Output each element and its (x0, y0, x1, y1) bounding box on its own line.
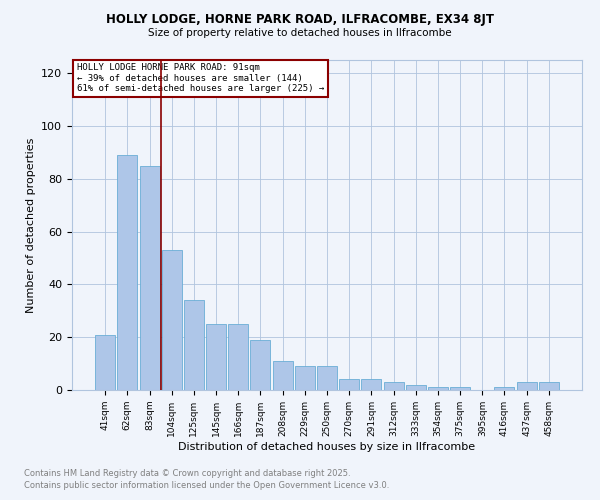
Bar (206, 324, 226, 390)
Text: Contains HM Land Registry data © Crown copyright and database right 2025.: Contains HM Land Registry data © Crown c… (24, 468, 350, 477)
Y-axis label: Number of detached properties: Number of detached properties (26, 138, 35, 312)
Text: Contains public sector information licensed under the Open Government Licence v3: Contains public sector information licen… (24, 481, 389, 490)
Bar (184, 300, 204, 390)
Bar (95, 334, 115, 390)
Bar (228, 324, 248, 390)
Bar (361, 380, 382, 390)
Bar (539, 382, 559, 390)
Bar (162, 250, 182, 390)
Bar (428, 388, 448, 390)
X-axis label: Distribution of detached houses by size in Ilfracombe: Distribution of detached houses by size … (178, 442, 476, 452)
Bar (450, 388, 470, 390)
Bar (406, 384, 426, 390)
Bar (140, 166, 160, 390)
Text: HOLLY LODGE, HORNE PARK ROAD, ILFRACOMBE, EX34 8JT: HOLLY LODGE, HORNE PARK ROAD, ILFRACOMBE… (106, 12, 494, 26)
Bar (118, 155, 137, 390)
Bar (295, 366, 315, 390)
Bar (250, 340, 271, 390)
Text: HOLLY LODGE HORNE PARK ROAD: 91sqm
← 39% of detached houses are smaller (144)
61: HOLLY LODGE HORNE PARK ROAD: 91sqm ← 39%… (77, 64, 325, 93)
Bar (494, 388, 514, 390)
Bar (383, 382, 404, 390)
Bar (339, 380, 359, 390)
Bar (272, 361, 293, 390)
Text: Size of property relative to detached houses in Ilfracombe: Size of property relative to detached ho… (148, 28, 452, 38)
Bar (517, 382, 536, 390)
Bar (317, 366, 337, 390)
